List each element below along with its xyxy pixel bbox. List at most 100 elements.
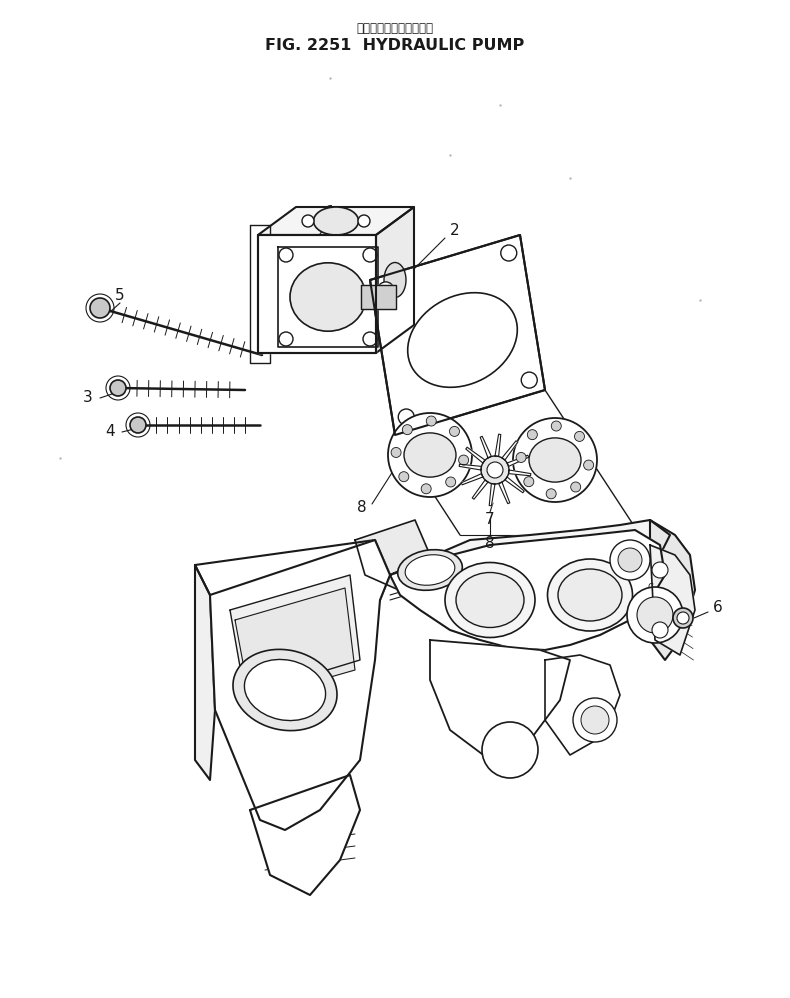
Circle shape	[279, 332, 293, 346]
Text: 8: 8	[357, 500, 367, 515]
Polygon shape	[507, 455, 529, 466]
Circle shape	[524, 477, 534, 487]
Circle shape	[427, 416, 436, 426]
Circle shape	[446, 477, 456, 487]
Circle shape	[584, 460, 593, 470]
Circle shape	[279, 248, 293, 262]
Circle shape	[637, 597, 673, 633]
Circle shape	[130, 417, 146, 433]
Circle shape	[618, 548, 642, 572]
Circle shape	[574, 431, 585, 441]
Circle shape	[358, 215, 370, 227]
Polygon shape	[195, 540, 390, 610]
Text: 2: 2	[450, 223, 460, 238]
Polygon shape	[466, 447, 485, 463]
Polygon shape	[495, 434, 501, 456]
Circle shape	[450, 426, 460, 436]
Polygon shape	[461, 474, 483, 485]
Text: C: C	[648, 633, 654, 642]
Ellipse shape	[314, 207, 359, 235]
Circle shape	[528, 430, 537, 440]
Circle shape	[677, 612, 689, 624]
Polygon shape	[430, 640, 570, 760]
Circle shape	[581, 706, 609, 734]
Polygon shape	[390, 530, 665, 650]
Polygon shape	[650, 545, 695, 655]
Circle shape	[487, 462, 503, 478]
Ellipse shape	[233, 650, 337, 731]
Circle shape	[673, 608, 693, 628]
Circle shape	[501, 245, 517, 261]
Circle shape	[481, 456, 509, 484]
Text: 4: 4	[105, 424, 115, 439]
Circle shape	[421, 484, 431, 494]
Circle shape	[610, 540, 650, 580]
Polygon shape	[505, 477, 525, 493]
Circle shape	[627, 587, 683, 643]
Text: 5: 5	[115, 287, 125, 302]
Text: 3: 3	[83, 390, 93, 405]
Polygon shape	[489, 483, 495, 506]
Ellipse shape	[244, 660, 325, 721]
Polygon shape	[502, 441, 517, 460]
Ellipse shape	[404, 433, 456, 477]
Polygon shape	[498, 482, 510, 504]
Polygon shape	[250, 225, 270, 363]
Polygon shape	[355, 520, 430, 595]
Circle shape	[391, 447, 401, 457]
Circle shape	[516, 452, 526, 462]
Ellipse shape	[456, 573, 524, 628]
Text: FIG. 2251  HYDRAULIC PUMP: FIG. 2251 HYDRAULIC PUMP	[265, 38, 525, 53]
Circle shape	[378, 281, 393, 297]
Circle shape	[399, 472, 408, 482]
Circle shape	[652, 562, 668, 578]
Circle shape	[482, 722, 538, 778]
Polygon shape	[361, 285, 396, 309]
Circle shape	[402, 424, 412, 435]
Text: C: C	[648, 583, 654, 592]
Polygon shape	[258, 235, 376, 353]
Polygon shape	[390, 520, 670, 575]
Ellipse shape	[558, 569, 622, 621]
Polygon shape	[230, 575, 360, 695]
Circle shape	[521, 372, 537, 388]
Polygon shape	[195, 565, 215, 780]
Polygon shape	[278, 247, 378, 347]
Ellipse shape	[513, 418, 597, 502]
Polygon shape	[250, 775, 360, 895]
Ellipse shape	[547, 559, 633, 631]
Circle shape	[90, 298, 110, 318]
Text: 8: 8	[485, 536, 495, 551]
Circle shape	[573, 698, 617, 742]
Ellipse shape	[405, 555, 455, 585]
Circle shape	[110, 380, 126, 396]
Circle shape	[398, 409, 414, 425]
Circle shape	[302, 215, 314, 227]
Ellipse shape	[397, 550, 462, 590]
Polygon shape	[480, 436, 491, 458]
Polygon shape	[650, 520, 695, 660]
Circle shape	[363, 332, 377, 346]
Polygon shape	[459, 464, 481, 470]
Ellipse shape	[290, 262, 366, 331]
Circle shape	[363, 248, 377, 262]
Ellipse shape	[445, 563, 535, 638]
Polygon shape	[235, 588, 355, 700]
Ellipse shape	[384, 262, 406, 297]
Polygon shape	[509, 470, 531, 476]
Circle shape	[652, 622, 668, 638]
Polygon shape	[545, 655, 620, 755]
Polygon shape	[472, 480, 488, 499]
Text: ハイドロリック　ポンプ: ハイドロリック ポンプ	[356, 22, 434, 35]
Ellipse shape	[529, 438, 581, 482]
Text: 6: 6	[713, 601, 723, 616]
Text: 1: 1	[325, 205, 335, 220]
Ellipse shape	[388, 413, 472, 497]
Polygon shape	[258, 207, 414, 235]
Circle shape	[570, 482, 581, 492]
Circle shape	[551, 421, 561, 431]
Text: 7: 7	[485, 513, 495, 528]
Circle shape	[459, 455, 468, 465]
Circle shape	[546, 489, 556, 499]
Polygon shape	[376, 207, 414, 353]
